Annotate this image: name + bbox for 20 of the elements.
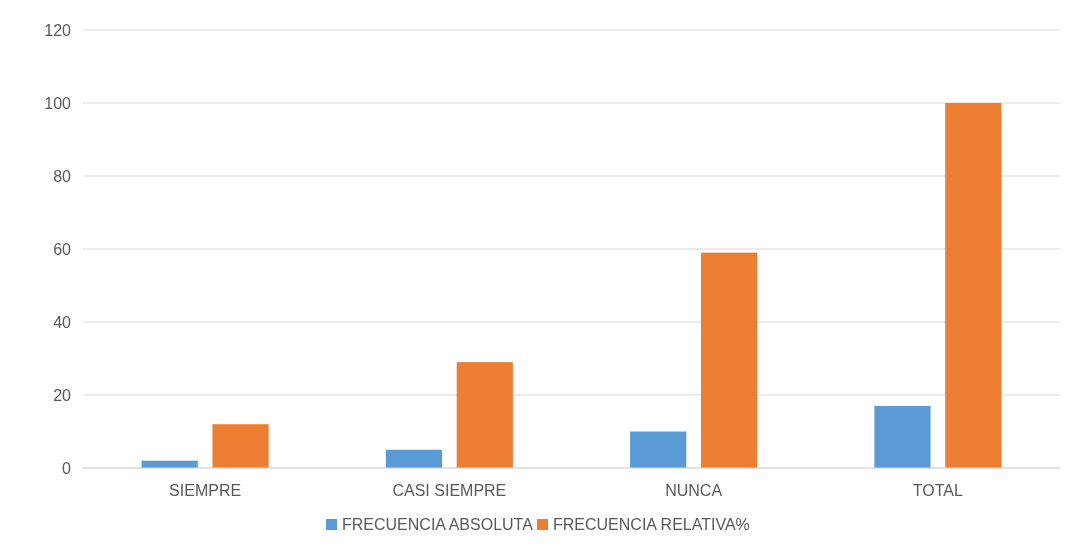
bar <box>945 103 1002 468</box>
bar <box>630 431 687 468</box>
y-tick-label: 40 <box>53 313 72 331</box>
x-tick-label: CASI SIEMPRE <box>392 482 507 499</box>
y-tick-label: 20 <box>53 386 72 404</box>
bar <box>385 449 443 468</box>
y-tick-label: 120 <box>44 21 72 39</box>
bar <box>700 252 758 468</box>
x-tick-label: TOTAL <box>912 482 964 499</box>
y-tick-label: 80 <box>53 167 72 185</box>
bar <box>874 405 931 468</box>
y-tick-label: 100 <box>44 94 72 112</box>
legend-label: FRECUENCIA RELATIVA% <box>553 516 750 533</box>
bar <box>456 362 513 468</box>
bar <box>212 424 269 468</box>
x-tick-label: SIEMPRE <box>169 482 242 499</box>
y-tick-label: 0 <box>62 459 72 477</box>
x-tick-label: NUNCA <box>665 482 723 499</box>
y-tick-label: 60 <box>53 240 72 258</box>
legend-label: FRECUENCIA ABSOLUTA <box>342 516 534 533</box>
